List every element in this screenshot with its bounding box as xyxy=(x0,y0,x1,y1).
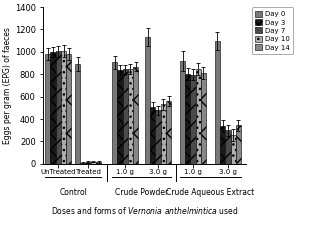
Bar xyxy=(50,52,56,164)
Bar xyxy=(91,161,96,164)
Bar xyxy=(166,101,171,164)
Bar xyxy=(56,51,61,164)
Bar xyxy=(215,41,220,164)
Text: Doses and forms of $\it{Vernonia\ anthelmintica}$ used: Doses and forms of $\it{Vernonia\ anthel… xyxy=(51,205,239,216)
Bar xyxy=(161,104,166,164)
Bar xyxy=(80,163,86,164)
Bar xyxy=(96,162,101,164)
Bar xyxy=(195,69,201,164)
Bar xyxy=(190,75,195,164)
Bar xyxy=(236,125,241,164)
Bar xyxy=(123,69,128,164)
Legend: Day 0, Day 3, Day 7, Day 10, Day 14: Day 0, Day 3, Day 7, Day 10, Day 14 xyxy=(252,7,293,54)
Bar xyxy=(220,126,225,164)
Bar xyxy=(117,70,123,164)
Bar xyxy=(156,110,161,164)
Bar xyxy=(112,62,117,164)
Bar xyxy=(66,54,71,164)
Text: Crude Aqueous Extract: Crude Aqueous Extract xyxy=(166,188,255,197)
Bar xyxy=(145,37,150,164)
Bar xyxy=(45,54,50,164)
Bar xyxy=(86,162,91,164)
Bar xyxy=(225,130,230,164)
Bar xyxy=(150,107,156,164)
Bar xyxy=(230,135,236,164)
Bar xyxy=(61,51,66,164)
Y-axis label: Eggs per gram (EPG) of faeces: Eggs per gram (EPG) of faeces xyxy=(3,27,12,144)
Bar xyxy=(128,69,133,164)
Text: Crude Powder: Crude Powder xyxy=(115,188,168,197)
Bar xyxy=(75,64,80,164)
Bar xyxy=(185,74,190,164)
Bar xyxy=(133,67,138,164)
Text: Control: Control xyxy=(59,188,87,197)
Bar xyxy=(180,61,185,164)
Bar xyxy=(201,73,206,164)
